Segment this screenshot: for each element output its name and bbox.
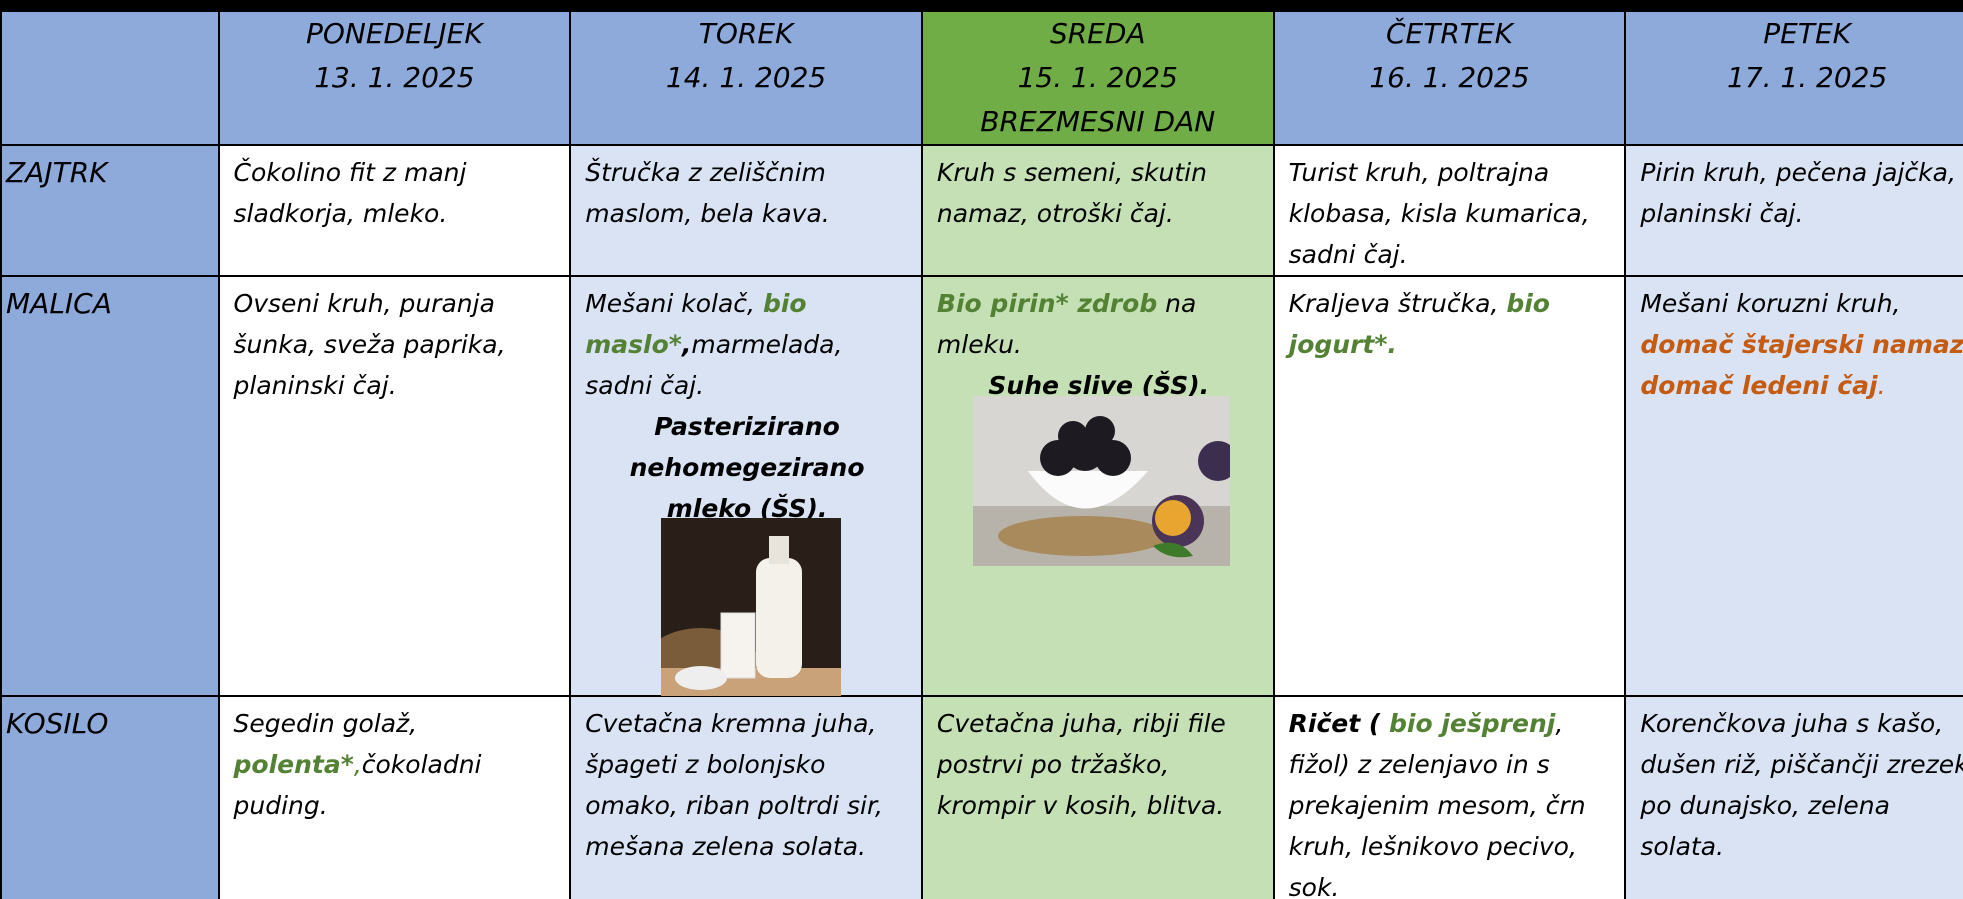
menu-text: na mleku. [936,289,1197,359]
menu-text: Ričet ( [1288,709,1390,738]
menu-text: , fižol) z zelenjavo in s prekajenim mes… [1288,709,1586,899]
menu-cell: Ovseni kruh, puranja šunka, sveža paprik… [217,275,572,697]
menu-table: PONEDELJEK 13. 1. 2025 TOREK 14. 1. 2025 SRE… [0,10,1963,899]
menu-paragraph: Segedin golaž, polenta*,čokoladni puding… [234,703,558,826]
menu-text: , [353,750,362,779]
menu-paragraph: Ričet ( bio ješprenj, fižol) z zelenjavo… [1289,703,1613,899]
menu-text: Korenčkova juha s kašo, dušen riž, pišča… [1640,709,1963,861]
corner-cell [0,10,220,146]
menu-cell: Cvetačna kremna juha, špageti z bolonjsk… [569,695,923,899]
menu-cell: Cvetačna juha, ribji file postrvi po trž… [920,695,1275,899]
menu-cell: Čokolino fit z manj sladkorja, mleko. [217,144,572,277]
menu-text: domač štajerski namaz, domač ledeni čaj [1640,330,1963,400]
menu-text: bio maslo* [585,289,807,359]
day-name: ČETRTEK [1385,17,1513,50]
menu-text: bio jogurt*. [1288,289,1550,359]
menu-text: polenta* [233,750,354,779]
day-date: 13. 1. 2025 [314,61,475,94]
menu-text: Segedin golaž, [233,709,418,738]
menu-text: Cvetačna kremna juha, špageti z bolonjsk… [585,709,883,861]
menu-paragraph: Čokolino fit z manj sladkorja, mleko. [234,152,558,234]
day-header: PETEK 17. 1. 2025 [1624,10,1963,146]
menu-text: Suhe slive (ŠS). [988,371,1210,400]
menu-cell: Ričet ( bio ješprenj, fižol) z zelenjavo… [1272,695,1627,899]
menu-cell: Mešani kolač, bio maslo*,marmelada, sadn… [569,275,923,697]
day-date: 14. 1. 2025 [665,61,827,94]
menu-paragraph: Korenčkova juha s kašo, dušen riž, pišča… [1640,703,1963,867]
day-header: PONEDELJEK 13. 1. 2025 [217,10,572,146]
menu-text: Mešani kolač, [585,289,763,318]
day-header: ČETRTEK 16. 1. 2025 [1272,10,1627,146]
menu-text: Mešani koruzni kruh, [1640,289,1901,318]
day-date: 16. 1. 2025 [1369,61,1530,94]
menu-paragraph: Kruh s semeni, skutin namaz, otroški čaj… [937,152,1261,234]
menu-text: , [681,330,692,359]
menu-cell: Turist kruh, poltrajna klobasa, kisla ku… [1272,144,1627,277]
menu-paragraph: Pirin kruh, pečena jajčka, planinski čaj… [1640,152,1963,234]
day-header: TOREK 14. 1. 2025 [569,10,923,146]
menu-cell: Kraljeva štručka, bio jogurt*. [1272,275,1627,697]
menu-cell: Štručka z zeliščnim maslom, bela kava. [569,144,923,277]
menu-cell: Kruh s semeni, skutin namaz, otroški čaj… [920,144,1275,277]
menu-text: Ovseni kruh, puranja šunka, sveža paprik… [233,289,506,400]
meal-name: KOSILO [0,695,220,899]
plums-photo [973,396,1230,566]
menu-text: Cvetačna juha, ribji file postrvi po trž… [936,709,1226,820]
menu-cell: Pirin kruh, pečena jajčka, planinski čaj… [1624,144,1963,277]
milk-photo [661,518,841,696]
meal-row: KOSILO Segedin golaž, polenta*,čokoladni … [0,695,1963,899]
menu-paragraph: Cvetačna juha, ribji file postrvi po trž… [937,703,1261,826]
menu-text: Kraljeva štručka, [1288,289,1507,318]
menu-paragraph: Štručka z zeliščnim maslom, bela kava. [585,152,909,234]
menu-cell: Mešani koruzni kruh, domač štajerski nam… [1624,275,1963,697]
day-header: SREDA 15. 1. 2025 BREZMESNI DAN [920,10,1275,146]
menu-text: Turist kruh, poltrajna klobasa, kisla ku… [1288,158,1590,269]
menu-paragraph: Mešani koruzni kruh, domač štajerski nam… [1640,283,1963,406]
menu-text: . [1877,371,1886,400]
menu-text: marmelada, sadni čaj. [585,330,843,400]
meal-name: ZAJTRK [0,144,220,277]
menu-paragraph: Suhe slive (ŠS). [937,365,1261,406]
menu-paragraph: Bio pirin* zdrob na mleku. [937,283,1261,365]
meal-row: MALICA Ovseni kruh, puranja šunka, sveža … [0,275,1963,697]
menu-text: Štručka z zeliščnim maslom, bela kava. [585,158,830,228]
menu-text: Bio pirin* zdrob [936,289,1158,318]
header-row: PONEDELJEK 13. 1. 2025 TOREK 14. 1. 2025 SRE… [0,10,1963,146]
menu-cell: Korenčkova juha s kašo, dušen riž, pišča… [1624,695,1963,899]
day-date: 15. 1. 2025 [1017,61,1178,94]
day-name: PETEK [1763,17,1852,50]
day-note: BREZMESNI DAN [980,105,1216,138]
menu-text: Čokolino fit z manj sladkorja, mleko. [233,158,467,228]
menu-text: Kruh s semeni, skutin namaz, otroški čaj… [936,158,1207,228]
menu-text: bio ješprenj [1389,709,1556,738]
day-name: PONEDELJEK [306,17,483,50]
day-name: TOREK [698,17,794,50]
menu-text: čokoladni puding. [233,750,482,820]
menu-paragraph: Turist kruh, poltrajna klobasa, kisla ku… [1288,152,1613,274]
day-date: 17. 1. 2025 [1727,61,1888,94]
meal-name: MALICA [0,275,220,697]
menu-text: Pasterizirano nehomegezirano mleko (ŠS). [629,412,865,523]
menu-text: Pirin kruh, pečena jajčka, planinski čaj… [1640,158,1956,228]
menu-paragraph: Mešani kolač, bio maslo*,marmelada, sadn… [585,283,909,406]
menu-paragraph: Pasterizirano nehomegezirano mleko (ŠS). [585,406,909,529]
day-name: SREDA [1049,17,1146,50]
menu-cell: Segedin golaž, polenta*,čokoladni puding… [217,695,572,899]
menu-paragraph: Kraljeva štručka, bio jogurt*. [1289,283,1613,365]
menu-paragraph: Ovseni kruh, puranja šunka, sveža paprik… [234,283,558,406]
menu-paragraph: Cvetačna kremna juha, špageti z bolonjsk… [585,703,909,867]
meal-row: ZAJTRK Čokolino fit z manj sladkorja, mle… [0,144,1963,277]
